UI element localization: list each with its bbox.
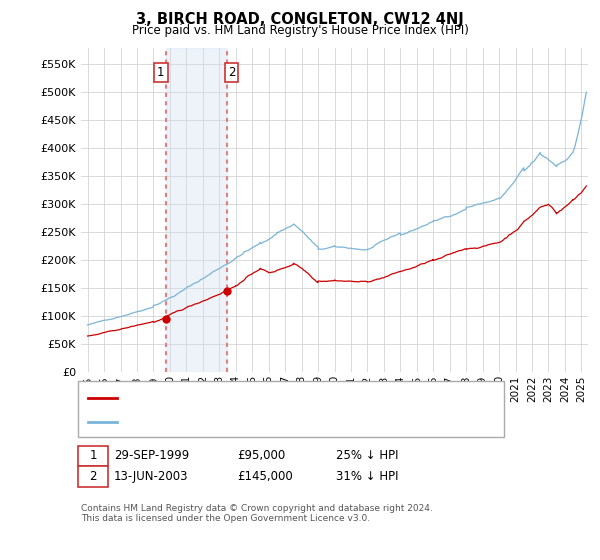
Text: 13-JUN-2003: 13-JUN-2003	[114, 470, 188, 483]
Text: 3, BIRCH ROAD, CONGLETON, CW12 4NJ (detached house): 3, BIRCH ROAD, CONGLETON, CW12 4NJ (deta…	[123, 391, 449, 401]
Text: HPI: Average price, detached house, Cheshire East: HPI: Average price, detached house, Ches…	[123, 415, 406, 425]
Text: 1: 1	[89, 449, 97, 463]
Text: Price paid vs. HM Land Registry's House Price Index (HPI): Price paid vs. HM Land Registry's House …	[131, 24, 469, 36]
Bar	[166, 48, 227, 372]
Text: 25% ↓ HPI: 25% ↓ HPI	[336, 449, 398, 463]
Text: 1: 1	[157, 66, 164, 80]
Text: 3, BIRCH ROAD, CONGLETON, CW12 4NJ: 3, BIRCH ROAD, CONGLETON, CW12 4NJ	[136, 12, 464, 27]
Text: 2: 2	[228, 66, 235, 80]
Text: 2: 2	[89, 470, 97, 483]
Text: 29-SEP-1999: 29-SEP-1999	[114, 449, 189, 463]
Text: £145,000: £145,000	[237, 470, 293, 483]
Text: £95,000: £95,000	[237, 449, 285, 463]
Text: 31% ↓ HPI: 31% ↓ HPI	[336, 470, 398, 483]
Text: Contains HM Land Registry data © Crown copyright and database right 2024.
This d: Contains HM Land Registry data © Crown c…	[81, 504, 433, 524]
